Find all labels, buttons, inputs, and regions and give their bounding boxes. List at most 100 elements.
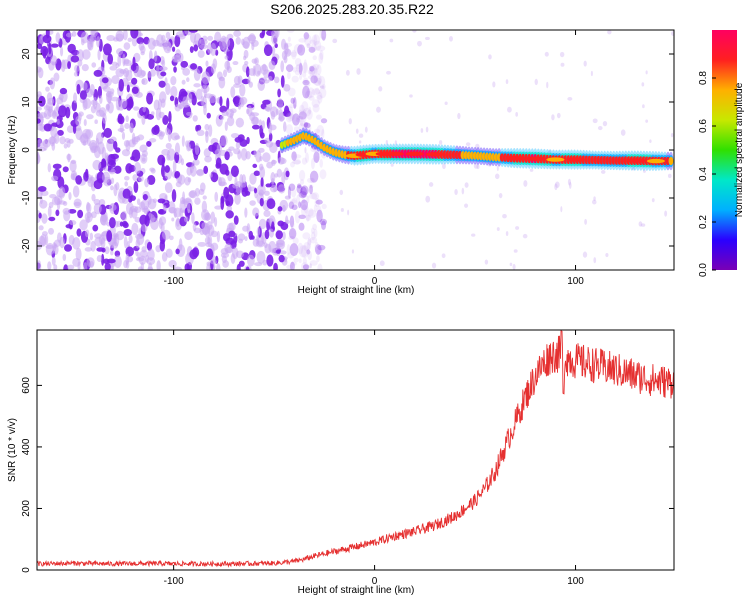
noise-blob: [287, 71, 291, 80]
noise-blob: [507, 106, 512, 113]
noise-blob: [319, 30, 323, 39]
noise-blob: [314, 244, 322, 255]
noise-blob: [266, 254, 274, 267]
noise-blob: [194, 197, 201, 205]
noise-blob: [287, 87, 296, 97]
noise-blob: [66, 125, 75, 133]
noise-blob: [442, 163, 446, 170]
noise-blob: [119, 221, 124, 227]
noise-blob: [193, 68, 201, 81]
noise-blob: [218, 181, 227, 187]
noise-blob: [522, 233, 528, 239]
noise-blob: [238, 260, 245, 267]
noise-blob: [513, 249, 518, 253]
noise-blob: [226, 97, 230, 110]
noise-blob: [239, 83, 246, 97]
noise-blob: [309, 170, 319, 183]
noise-blob: [275, 108, 279, 116]
noise-blob: [174, 142, 181, 156]
noise-blob: [185, 111, 193, 116]
noise-blob: [78, 111, 84, 117]
noise-blob: [290, 261, 297, 266]
noise-blob: [161, 229, 171, 240]
noise-blob: [51, 256, 56, 266]
noise-blob: [607, 30, 612, 35]
noise-blob: [224, 243, 233, 254]
noise-blob: [89, 84, 95, 96]
noise-blob: [84, 211, 93, 223]
noise-blob: [298, 201, 302, 209]
noise-blob: [115, 30, 125, 42]
noise-blob: [116, 48, 124, 56]
noise-blob: [308, 106, 312, 115]
noise-blob: [487, 162, 492, 167]
noise-blob: [95, 109, 105, 117]
noise-blob: [141, 246, 147, 253]
noise-blob: [37, 106, 42, 111]
track-peak: [626, 158, 645, 163]
noise-blob: [306, 43, 311, 49]
noise-blob: [277, 156, 285, 165]
snr-frame: [36, 329, 675, 571]
noise-blob: [147, 37, 156, 50]
noise-blob: [310, 43, 317, 52]
noise-blob: [271, 248, 276, 253]
noise-blob: [292, 237, 299, 245]
noise-blob: [48, 227, 55, 235]
noise-blob: [79, 134, 89, 144]
noise-blob: [293, 43, 303, 54]
snr-panel: -100 0 100 0 200 400 600 Height of straight li…: [7, 329, 675, 596]
noise-blob: [121, 197, 129, 204]
noise-blob: [101, 158, 107, 168]
noise-blob: [269, 142, 278, 154]
noise-blob: [316, 64, 322, 76]
noise-blob: [137, 175, 144, 182]
noise-blob: [290, 97, 295, 104]
noise-blob: [172, 160, 177, 173]
noise-blob: [219, 105, 228, 113]
noise-blob: [115, 230, 125, 241]
noise-blob: [110, 266, 114, 270]
noise-blob: [83, 262, 88, 270]
noise-blob: [298, 109, 304, 116]
noise-blob: [290, 199, 297, 204]
track-peak: [566, 157, 585, 162]
noise-blob: [238, 238, 244, 244]
spectrogram-xtick-label: 0: [372, 276, 378, 287]
noise-blob: [308, 46, 316, 53]
noise-blob: [130, 30, 139, 39]
noise-blob: [271, 32, 279, 45]
noise-blob: [488, 54, 492, 60]
noise-blob: [484, 259, 489, 265]
noise-blob: [305, 214, 312, 221]
noise-blob: [117, 128, 125, 133]
noise-blob: [208, 124, 213, 137]
noise-blob: [288, 236, 295, 241]
noise-blob: [165, 248, 173, 258]
noise-blob: [37, 138, 44, 150]
noise-blob: [141, 150, 148, 158]
noise-blob: [234, 193, 241, 205]
noise-blob: [143, 205, 149, 215]
noise-blob: [198, 43, 208, 50]
noise-blob: [50, 55, 58, 66]
noise-blob: [313, 228, 318, 238]
noise-blob: [298, 245, 308, 258]
noise-blob: [285, 124, 294, 135]
noise-blob: [97, 86, 102, 99]
noise-blob: [317, 263, 323, 270]
noise-blob: [277, 206, 283, 212]
noise-blob: [160, 71, 167, 77]
noise-blob: [203, 148, 211, 158]
noise-blob: [73, 71, 79, 77]
noise-blob: [175, 248, 180, 255]
noise-blob: [131, 222, 139, 235]
noise-blob: [296, 183, 302, 189]
noise-blob: [174, 170, 181, 178]
noise-blob: [306, 195, 310, 204]
noise-blob: [232, 96, 241, 105]
noise-blob: [256, 184, 266, 196]
noise-blob: [242, 225, 250, 232]
noise-blob: [50, 126, 58, 138]
noise-blob: [425, 126, 429, 133]
